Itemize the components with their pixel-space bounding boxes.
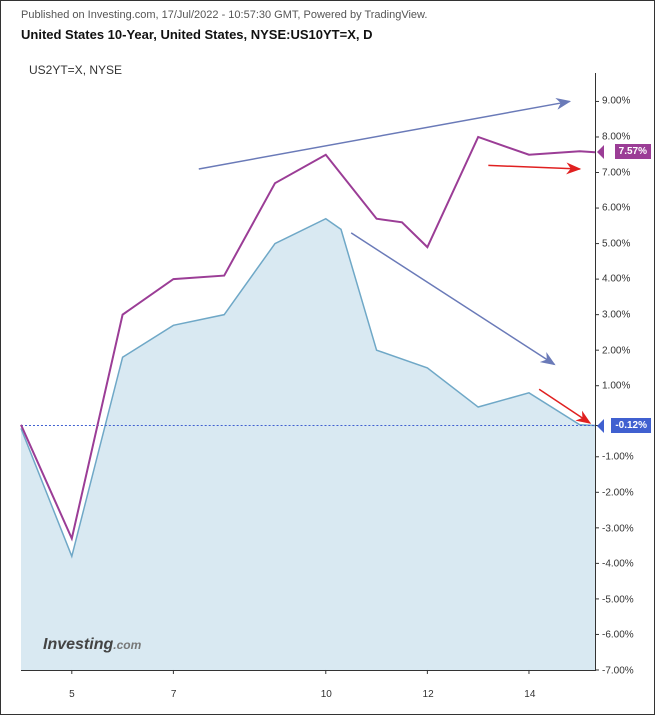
chart-plot-area	[21, 73, 596, 671]
price-badge-arrow	[597, 145, 604, 159]
x-tick-label: 7	[171, 689, 177, 700]
y-tick-label: -2.00%	[602, 488, 634, 499]
y-tick-label: 3.00%	[602, 310, 630, 321]
y-tick-label: -5.00%	[602, 594, 634, 605]
price-badge: -0.12%	[611, 418, 651, 433]
y-axis: -7.00%-6.00%-5.00%-4.00%-3.00%-2.00%-1.0…	[594, 73, 654, 671]
y-tick-label: 8.00%	[602, 132, 630, 143]
trend-arrow	[488, 165, 579, 169]
y-tick-label: 7.00%	[602, 167, 630, 178]
chart-svg	[21, 73, 595, 670]
y-tick-label: 4.00%	[602, 274, 630, 285]
y-tick-label: -4.00%	[602, 559, 634, 570]
y-tick-label: 5.00%	[602, 238, 630, 249]
y-tick-label: 6.00%	[602, 203, 630, 214]
price-badge-arrow	[597, 419, 604, 433]
investing-logo: Investing.com	[43, 636, 141, 654]
x-tick-label: 10	[321, 689, 332, 700]
y-tick-label: -1.00%	[602, 452, 634, 463]
trend-arrow	[351, 233, 554, 364]
trend-arrow	[199, 101, 570, 169]
price-badge: 7.57%	[615, 144, 651, 159]
chart-container: Published on Investing.com, 17/Jul/2022 …	[0, 0, 655, 715]
x-tick-label: 5	[69, 689, 75, 700]
x-tick-label: 14	[524, 689, 535, 700]
y-tick-label: 1.00%	[602, 381, 630, 392]
area-fill	[21, 219, 595, 670]
published-text: Published on Investing.com, 17/Jul/2022 …	[21, 9, 427, 21]
y-tick-label: -7.00%	[602, 666, 634, 677]
y-tick-label: -3.00%	[602, 523, 634, 534]
x-tick-label: 12	[423, 689, 434, 700]
y-tick-label: 9.00%	[602, 96, 630, 107]
y-tick-label: 2.00%	[602, 345, 630, 356]
y-tick-label: -6.00%	[602, 630, 634, 641]
chart-title: United States 10-Year, United States, NY…	[21, 27, 372, 42]
